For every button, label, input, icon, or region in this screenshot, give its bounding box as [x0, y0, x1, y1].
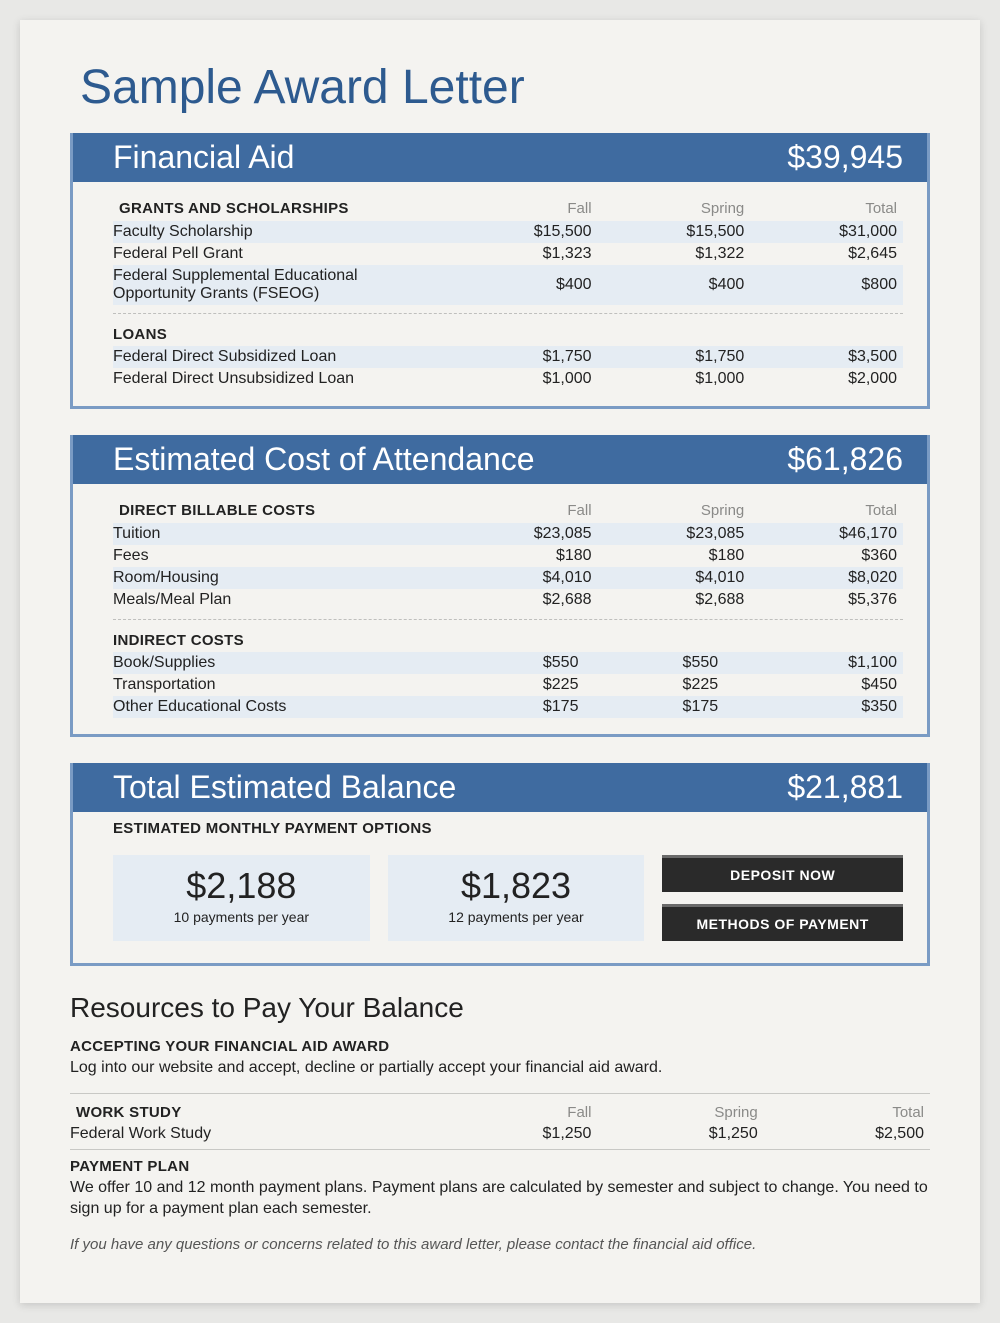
cost-section: Estimated Cost of Attendance $61,826 DIR… — [70, 435, 930, 737]
payment-plan-label: PAYMENT PLAN — [70, 1158, 930, 1175]
table-row: Meals/Meal Plan $2,688 $2,688 $5,376 — [113, 589, 903, 611]
table-row: Federal Direct Unsubsidized Loan $1,000 … — [113, 368, 903, 390]
financial-aid-title: Financial Aid — [113, 139, 294, 176]
col-spring: Spring — [598, 196, 751, 221]
financial-aid-section: Financial Aid $39,945 GRANTS AND SCHOLAR… — [70, 133, 930, 409]
table-row: Federal Work Study $1,250 $1,250 $2,500 — [70, 1123, 930, 1145]
table-row: Transportation $225 $225 $450 — [113, 674, 903, 696]
financial-aid-header: Financial Aid $39,945 — [73, 133, 927, 182]
grants-label: GRANTS AND SCHOLARSHIPS — [119, 200, 349, 217]
accepting-label: ACCEPTING YOUR FINANCIAL AID AWARD — [70, 1038, 930, 1055]
footnote: If you have any questions or concerns re… — [70, 1236, 930, 1253]
divider — [70, 1149, 930, 1150]
balance-amount: $21,881 — [787, 769, 903, 806]
divider — [70, 1093, 930, 1094]
col-total: Total — [750, 196, 903, 221]
table-row: Other Educational Costs $175 $175 $350 — [113, 696, 903, 718]
methods-of-payment-button[interactable]: METHODS OF PAYMENT — [662, 904, 903, 941]
balance-header: Total Estimated Balance $21,881 — [73, 763, 927, 812]
direct-costs-table: DIRECT BILLABLE COSTS Fall Spring Total … — [113, 498, 903, 611]
table-row: Tuition $23,085 $23,085 $46,170 — [113, 523, 903, 545]
table-row: Fees $180 $180 $360 — [113, 545, 903, 567]
table-row: Room/Housing $4,010 $4,010 $8,020 — [113, 567, 903, 589]
table-row: Federal Direct Subsidized Loan $1,750 $1… — [113, 346, 903, 368]
divider — [113, 313, 903, 314]
work-study-table: WORK STUDY Fall Spring Total Federal Wor… — [70, 1102, 930, 1145]
work-study-label: WORK STUDY — [76, 1104, 182, 1121]
payment-option-12: $1,823 12 payments per year — [388, 855, 645, 941]
payment-plan-text: We offer 10 and 12 month payment plans. … — [70, 1177, 930, 1220]
table-row: Federal Pell Grant $1,323 $1,322 $2,645 — [113, 243, 903, 265]
indirect-costs-label: INDIRECT COSTS — [113, 632, 244, 649]
resources-title: Resources to Pay Your Balance — [70, 992, 930, 1024]
direct-costs-label: DIRECT BILLABLE COSTS — [119, 502, 315, 519]
cost-header: Estimated Cost of Attendance $61,826 — [73, 435, 927, 484]
accepting-award-block: ACCEPTING YOUR FINANCIAL AID AWARD Log i… — [70, 1038, 930, 1079]
indirect-costs-table: INDIRECT COSTS Book/Supplies $550 $550 $… — [113, 630, 903, 718]
loans-table: LOANS Federal Direct Subsidized Loan $1,… — [113, 324, 903, 390]
balance-section: Total Estimated Balance $21,881 ESTIMATE… — [70, 763, 930, 966]
cost-amount: $61,826 — [787, 441, 903, 478]
accepting-text: Log into our website and accept, decline… — [70, 1057, 930, 1079]
payment-plan-block: PAYMENT PLAN We offer 10 and 12 month pa… — [70, 1158, 930, 1220]
page: Sample Award Letter Financial Aid $39,94… — [20, 20, 980, 1303]
page-title: Sample Award Letter — [80, 60, 930, 115]
divider — [113, 619, 903, 620]
table-row: Federal Supplemental Educational Opportu… — [113, 265, 903, 305]
payment-option-10: $2,188 10 payments per year — [113, 855, 370, 941]
balance-title: Total Estimated Balance — [113, 769, 456, 806]
cost-title: Estimated Cost of Attendance — [113, 441, 535, 478]
table-row: Faculty Scholarship $15,500 $15,500 $31,… — [113, 221, 903, 243]
loans-label: LOANS — [113, 326, 167, 343]
col-fall: Fall — [445, 196, 598, 221]
grants-table: GRANTS AND SCHOLARSHIPS Fall Spring Tota… — [113, 196, 903, 305]
financial-aid-amount: $39,945 — [787, 139, 903, 176]
table-row: Book/Supplies $550 $550 $1,100 — [113, 652, 903, 674]
payment-options-label: ESTIMATED MONTHLY PAYMENT OPTIONS — [113, 820, 927, 837]
deposit-now-button[interactable]: DEPOSIT NOW — [662, 855, 903, 892]
